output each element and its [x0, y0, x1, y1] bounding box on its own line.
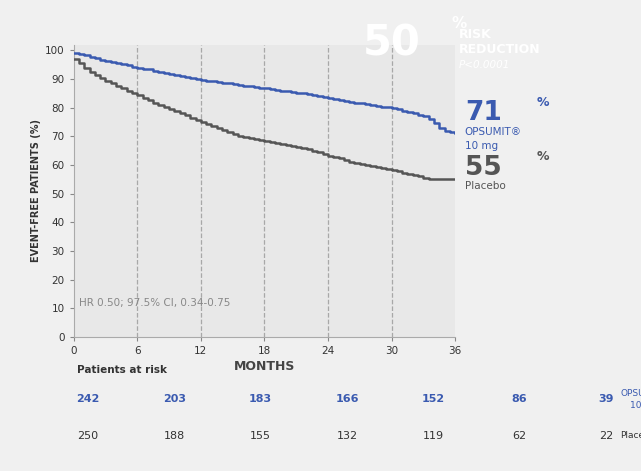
Y-axis label: EVENT-FREE PATIENTS (%): EVENT-FREE PATIENTS (%)	[31, 119, 41, 262]
Text: 242: 242	[76, 394, 100, 405]
Text: OPSUMIT®
10 mg: OPSUMIT® 10 mg	[620, 389, 641, 410]
Text: 203: 203	[163, 394, 186, 405]
Text: 166: 166	[335, 394, 359, 405]
Text: OPSUMIT®: OPSUMIT®	[465, 127, 522, 137]
Text: %: %	[537, 150, 549, 163]
X-axis label: MONTHS: MONTHS	[234, 360, 295, 373]
Text: 71: 71	[465, 100, 502, 126]
Text: Patients at risk: Patients at risk	[76, 365, 167, 375]
Text: 188: 188	[163, 430, 185, 441]
Text: 62: 62	[512, 430, 527, 441]
Text: 183: 183	[249, 394, 272, 405]
Text: Placebo: Placebo	[465, 181, 506, 191]
Text: 10 mg: 10 mg	[465, 141, 498, 151]
Text: 250: 250	[78, 430, 99, 441]
Text: %: %	[537, 96, 549, 108]
Text: P<0.0001: P<0.0001	[459, 60, 510, 71]
Text: HR 0.50; 97.5% CI, 0.34-0.75: HR 0.50; 97.5% CI, 0.34-0.75	[79, 298, 230, 308]
Text: 86: 86	[512, 394, 528, 405]
Text: RISK: RISK	[459, 28, 492, 41]
Text: 119: 119	[422, 430, 444, 441]
Text: 39: 39	[598, 394, 613, 405]
Text: REDUCTION: REDUCTION	[459, 43, 540, 56]
Text: 155: 155	[250, 430, 271, 441]
Text: 22: 22	[599, 430, 613, 441]
Text: 50: 50	[363, 23, 421, 65]
Text: 152: 152	[422, 394, 445, 405]
Text: 55: 55	[465, 155, 502, 181]
Text: 132: 132	[337, 430, 358, 441]
Text: Placebo: Placebo	[620, 431, 641, 440]
Text: %: %	[451, 16, 466, 31]
